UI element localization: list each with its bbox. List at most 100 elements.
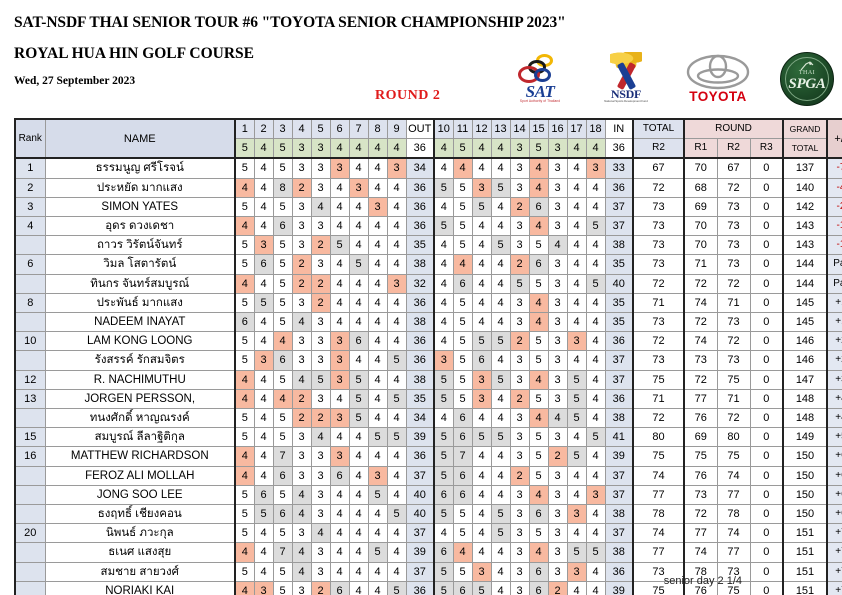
toyota-logo: TOYOTA xyxy=(682,54,754,106)
score-hole-18: 4 xyxy=(585,408,606,429)
table-row[interactable]: 20 นิพนธ์ ภวะกุล 5 4 5 3 4 4 4 4 4 37 4 5 4 5 3 5 3 4 4 37 74 7… xyxy=(14,523,842,544)
table-row[interactable]: NORIAKI KAI 4 3 5 3 2 6 4 4 5 36 5 6 5 4 3 6 2 4 4 39 75 76 75 0… xyxy=(14,580,842,595)
row-round-total: 77 xyxy=(632,484,685,506)
table-row[interactable]: 16 MATTHEW RICHARDSON 4 4 7 3 3 3 4 4 4 36 5 7 4 4 3 5 2 5 4… xyxy=(14,446,842,467)
score-hole-9: 5 xyxy=(386,427,407,448)
row-player-name: สมบูรณ์ ลีลาฐิติกุล xyxy=(44,427,236,448)
score-hole-5: 2 xyxy=(310,408,331,429)
score-hole-12: 3 xyxy=(471,177,492,198)
sat-logo: SAT Sport Authority of Thailand xyxy=(510,52,570,106)
score-hole-15: 5 xyxy=(528,273,549,294)
score-hole-8: 4 xyxy=(367,523,388,544)
score-hole-13: 5 xyxy=(490,427,511,448)
row-rank xyxy=(14,312,46,333)
table-row[interactable]: 8 ประพันธ์ มากแสง 5 5 5 3 2 4 4 4 4 36 4 5 4 4 3 4 3 4 4 35 71… xyxy=(14,292,842,314)
score-hole-1: 5 xyxy=(234,196,255,218)
table-row[interactable]: 15 สมบูรณ์ ลีลาฐิติกุล 5 4 5 3 4 4 4 5 5 39 5 6 5 5 3 5 3 4… xyxy=(14,427,842,448)
row-r1: 69 xyxy=(683,196,718,218)
score-hole-8: 4 xyxy=(367,331,388,352)
score-hole-18: 4 xyxy=(585,446,606,467)
table-row[interactable]: 1 ธรรมนูญ ศรีโรจน์ 5 4 5 3 3 3 4 4 3 34 4 4 4 4 3 4 3 4 3 33 6… xyxy=(14,157,842,179)
table-row[interactable]: ถาวร วิรัตน์จันทร์ 5 3 5 3 2 5 4 4 4 35 4 5 4 5 3 5 4 4 4 38… xyxy=(14,235,842,256)
row-r1: 71 xyxy=(683,254,718,275)
score-hole-7: 4 xyxy=(348,542,369,563)
nsdf-logo-text: NSDF xyxy=(610,87,642,101)
score-hole-16: 3 xyxy=(547,561,568,582)
table-row[interactable]: 3 SIMON YATES 5 4 5 3 4 4 4 3 4 36 4 5 5 4 2 6 3 4 4 37 73 69 73… xyxy=(14,196,842,218)
score-hole-5: 3 xyxy=(310,388,331,410)
row-r1: 74 xyxy=(683,542,718,563)
table-row[interactable]: 13 JORGEN PERSSON, 4 4 4 2 3 4 5 4 5 35 5 5 3 4 2 5 3 5 4 36 7… xyxy=(14,388,842,410)
par-hole-15: 5 xyxy=(528,138,549,159)
table-row[interactable]: FEROZ ALI MOLLAH 4 4 6 3 3 6 4 3 4 37 5 6 4 4 2 5 3 4 4 37 74… xyxy=(14,465,842,486)
table-row[interactable]: 10 LAM KONG LOONG 5 4 4 3 3 3 6 4 4 36 4 5 5 5 2 5 3 3 4 36 72… xyxy=(14,331,842,352)
score-hole-4: 4 xyxy=(291,561,312,582)
row-player-name: ธรรมนูญ ศรีโรจน์ xyxy=(44,157,236,179)
score-hole-5: 3 xyxy=(310,561,331,582)
row-r3: 0 xyxy=(749,216,784,237)
score-hole-7: 4 xyxy=(348,523,369,544)
row-rank xyxy=(14,484,46,506)
score-hole-18: 5 xyxy=(585,273,606,294)
table-row[interactable]: สมชาย สายวงศ์ 5 4 5 4 3 4 4 4 4 37 5 5 3 4 3 6 3 3 4 36 73 78 7… xyxy=(14,561,842,582)
row-round-total: 73 xyxy=(632,254,685,275)
table-row[interactable]: รังสรรค์ รักสมจิตร 5 3 6 3 3 3 4 4 5 36 3 5 6 4 3 5 3 4 4 37… xyxy=(14,350,842,371)
score-hole-2: 4 xyxy=(253,408,274,429)
table-row[interactable]: JONG SOO LEE 5 6 5 4 3 4 4 5 4 40 6 6 4 4 3 4 3 4 3 37 77 73 77… xyxy=(14,484,842,506)
row-in-total: 38 xyxy=(604,542,634,563)
row-plusminus: +6 xyxy=(826,446,842,467)
table-row[interactable]: 4 อุดร ดวงเดชา 4 4 6 3 3 4 4 4 4 36 5 5 4 4 3 4 3 4 5 37 73 70 7… xyxy=(14,216,842,237)
par-in-total: 36 xyxy=(604,138,634,159)
score-hole-10: 5 xyxy=(433,177,454,198)
row-r1: 72 xyxy=(683,312,718,333)
score-hole-13: 4 xyxy=(490,408,511,429)
score-hole-14: 3 xyxy=(509,561,530,582)
score-hole-8: 4 xyxy=(367,504,388,525)
score-hole-16: 3 xyxy=(547,388,568,410)
row-r1: 75 xyxy=(683,446,718,467)
score-hole-7: 4 xyxy=(348,157,369,179)
table-row[interactable]: 6 วิมล โสตารัตน์ 5 6 5 2 3 4 5 4 4 38 4 4 4 4 2 6 3 4 4 35 73 7… xyxy=(14,254,842,275)
score-hole-18: 4 xyxy=(585,465,606,486)
table-row[interactable]: ธเนศ แสงสุย 4 4 7 4 3 4 4 5 4 39 6 4 4 4 3 4 3 5 5 38 77 74 77 0… xyxy=(14,542,842,563)
score-hole-10: 4 xyxy=(433,523,454,544)
score-hole-1: 4 xyxy=(234,177,255,198)
score-hole-15: 5 xyxy=(528,523,549,544)
score-hole-12: 5 xyxy=(471,580,492,595)
row-out-total: 35 xyxy=(405,235,435,256)
score-hole-7: 5 xyxy=(348,408,369,429)
header-round: ROUND xyxy=(683,118,784,140)
score-hole-5: 3 xyxy=(310,350,331,371)
table-row[interactable]: NADEEM INAYAT 6 4 5 4 3 4 4 4 4 38 4 5 4 4 3 4 3 4 4 35 73 72 7… xyxy=(14,312,842,333)
score-hole-11: 5 xyxy=(452,350,473,371)
table-row[interactable]: 2 ประหยัด มากแสง 4 4 8 2 3 4 3 4 4 36 5 5 3 5 3 4 3 4 4 36 72 6… xyxy=(14,177,842,198)
table-row[interactable]: ทินกร จันทร์สมบูรณ์ 4 4 5 2 2 4 4 4 3 32 4 6 4 4 5 5 3 4 5 4… xyxy=(14,273,842,294)
table-row[interactable]: ทนงศักดิ์ หาญณรงค์ 5 4 5 2 2 3 5 4 4 34 4 6 4 4 3 4 4 5 4 38… xyxy=(14,408,842,429)
score-hole-7: 4 xyxy=(348,446,369,467)
score-hole-12: 4 xyxy=(471,273,492,294)
score-hole-16: 3 xyxy=(547,196,568,218)
row-in-total: 36 xyxy=(604,177,634,198)
score-hole-1: 5 xyxy=(234,350,255,371)
score-hole-10: 5 xyxy=(433,369,454,390)
score-hole-4: 4 xyxy=(291,484,312,506)
table-row[interactable]: ธงฤทธิ์ เชียงคอน 5 5 6 4 3 4 4 4 5 40 5 5 4 5 3 6 3 3 4 38 78… xyxy=(14,504,842,525)
row-in-total: 38 xyxy=(604,235,634,256)
score-hole-5: 3 xyxy=(310,446,331,467)
table-row[interactable]: 12 R. NACHIMUTHU 4 4 5 4 5 3 5 4 4 38 5 5 3 5 3 4 3 5 4 37 75 7… xyxy=(14,369,842,390)
score-hole-12: 4 xyxy=(471,312,492,333)
score-hole-7: 3 xyxy=(348,177,369,198)
row-grand-total: 146 xyxy=(782,331,828,352)
row-player-name: ธงฤทธิ์ เชียงคอน xyxy=(44,504,236,525)
header-hole-3: 3 xyxy=(272,118,293,140)
score-hole-6: 4 xyxy=(329,561,350,582)
row-player-name: นิพนธ์ ภวะกุล xyxy=(44,523,236,544)
score-hole-13: 5 xyxy=(490,523,511,544)
row-r2: 73 xyxy=(716,254,751,275)
row-in-total: 37 xyxy=(604,369,634,390)
score-hole-16: 3 xyxy=(547,484,568,506)
score-hole-5: 4 xyxy=(310,196,331,218)
score-hole-9: 4 xyxy=(386,484,407,506)
row-round-total: 80 xyxy=(632,427,685,448)
row-r1: 72 xyxy=(683,504,718,525)
